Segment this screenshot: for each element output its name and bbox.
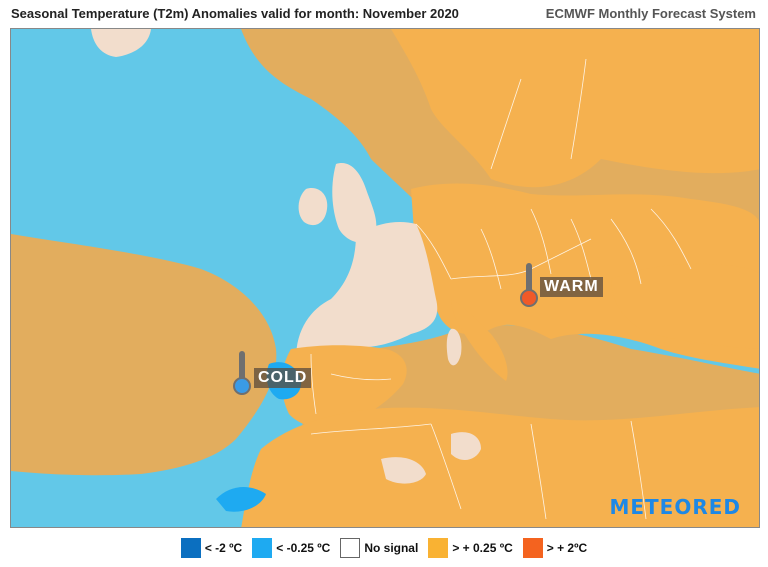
cold-label: COLD [254,368,312,388]
map[interactable]: COLD WARM METEORED [10,28,760,528]
land-italy [451,299,508,381]
header: Seasonal Temperature (T2m) Anomalies val… [0,0,768,28]
legend-swatch [340,538,361,558]
legend-item-strong-cold: < -2 ºC [180,538,243,558]
land-scandinavia [391,29,759,188]
warm-thermometer-icon [520,263,538,307]
legend-item-no-signal: No signal [340,538,418,558]
land-iceland [91,29,151,57]
legend-item-warm: > + 0.25 ºC [428,538,513,558]
legend-label: < -2 ºC [204,541,243,555]
map-canvas [11,29,759,527]
land-france-no-signal [296,222,438,359]
legend: < -2 ºC < -0.25 ºC No signal > + 0.25 ºC… [0,535,768,561]
land-sardinia [446,328,462,366]
land-ireland [298,188,328,226]
legend-swatch [522,538,543,558]
legend-item-cold: < -0.25 ºC [252,538,330,558]
warm-sea-atlantic [11,234,277,476]
land-iberia [281,345,407,428]
cold-thermometer-icon [233,351,251,395]
no-signal-patch [451,432,481,461]
legend-label: No signal [364,541,419,555]
legend-label: > + 0.25 ºC [452,541,513,555]
legend-label: < -0.25 ºC [276,541,331,555]
model-subtitle: ECMWF Monthly Forecast System [545,6,756,21]
page-title: Seasonal Temperature (T2m) Anomalies val… [11,6,459,21]
legend-swatch [180,538,201,558]
legend-label: > + 2ºC [546,541,588,555]
legend-swatch [252,538,273,558]
cold-patch-canary [216,487,266,512]
country-borders [310,58,692,520]
land-north-africa [241,407,759,527]
meteored-logo: METEORED [609,495,741,519]
legend-swatch [428,538,449,558]
legend-item-strong-warm: > + 2ºC [522,538,588,558]
warm-label: WARM [540,277,603,297]
no-signal-patch [381,457,426,484]
land-turkey [611,263,759,349]
land-great-britain [332,163,377,243]
